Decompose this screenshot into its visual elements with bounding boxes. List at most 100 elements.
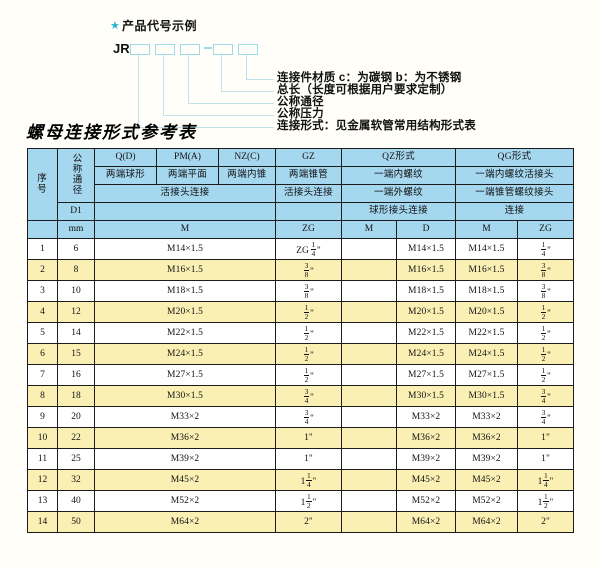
- cell-qg-zg: 1 1 2 ": [516, 490, 575, 512]
- product-code-heading: 产品代号示例: [122, 19, 198, 33]
- code-box-5: [238, 44, 258, 55]
- leader-line-1-horizontal: [246, 79, 274, 81]
- cell-index: 11: [27, 448, 58, 470]
- header-desc-qd: 两端球形: [94, 166, 157, 185]
- header-conn-gz: 活接头连接: [275, 184, 342, 203]
- header-group-pm: PM(A): [156, 148, 219, 167]
- cell-qz-d: M20×1.5: [396, 301, 456, 323]
- code-label-bore: 公称通径: [277, 96, 324, 108]
- cell-qz-m: [341, 511, 397, 533]
- header-group-qd: Q(D): [94, 148, 157, 167]
- cell-thread-m: M27×1.5: [94, 364, 276, 386]
- leader-line-3-horizontal: [188, 103, 274, 105]
- cell-qz-d: M33×2: [396, 406, 456, 428]
- table-row: 13 40 M52×2 1 1 2 " M52×2 M52×2 1 1 2 ": [27, 490, 575, 512]
- cell-gz: 1 2 ": [275, 322, 342, 344]
- cell-qz-d: M14×1.5: [396, 238, 456, 260]
- cell-qg-zg: 1 2 ": [516, 301, 575, 323]
- code-label-length: 总长（长度可根据用户要求定制）: [277, 84, 453, 96]
- code-box-4: [213, 44, 233, 55]
- cell-thread-m: M22×1.5: [94, 322, 276, 344]
- cell-index: 13: [27, 490, 58, 512]
- header-unit-d-qz: D: [396, 220, 456, 239]
- cell-thread-m: M20×1.5: [94, 301, 276, 323]
- cell-gz: ZG 1 4 ": [275, 238, 342, 260]
- cell-qg-zg: 3 8 ": [516, 259, 575, 281]
- cell-gz: 1 2 ": [275, 301, 342, 323]
- leader-line-5-vertical: [138, 53, 140, 128]
- leader-line-2-horizontal: [221, 91, 274, 93]
- table-row: 10 22 M36×2 1" M36×2 M36×2 1": [27, 427, 575, 449]
- cell-index: 10: [27, 427, 58, 449]
- cell-thread-m: M14×1.5: [94, 238, 276, 260]
- cell-qz-m: [341, 469, 397, 491]
- header-blank-gz: [275, 202, 342, 221]
- header-joint-qg: 连接: [454, 202, 575, 221]
- cell-qg-m: M45×2: [455, 469, 518, 491]
- leader-line-4-vertical: [163, 53, 165, 116]
- table-row: 5 14 M22×1.5 1 2 " M22×1.5 M22×1.5 1 2 ": [27, 322, 575, 344]
- cell-qg-zg: 3 4 ": [516, 385, 575, 407]
- cell-thread-m: M16×1.5: [94, 259, 276, 281]
- cell-index: 5: [27, 322, 58, 344]
- cell-qg-m: M18×1.5: [455, 280, 518, 302]
- cell-thread-m: M64×2: [94, 511, 276, 533]
- leader-line-5-horizontal: [138, 127, 274, 129]
- cell-qz-d: M64×2: [396, 511, 456, 533]
- cell-qz-m: [341, 322, 397, 344]
- cell-qg-m: M16×1.5: [455, 259, 518, 281]
- product-code-diagram: ★ 产品代号示例 JR 连接件材质 c：为碳钢 b：为不锈钢 总长（长度可根据用…: [0, 0, 600, 132]
- cell-bore: 12: [57, 301, 95, 323]
- cell-gz: 3 4 ": [275, 406, 342, 428]
- header-group-qg: QG形式: [454, 148, 575, 167]
- cell-bore: 16: [57, 364, 95, 386]
- cell-qg-m: M52×2: [455, 490, 518, 512]
- header-row-d1: D1 球形接头连接 连接: [28, 202, 575, 221]
- cell-qz-m: [341, 364, 397, 386]
- cell-qz-d: M24×1.5: [396, 343, 456, 365]
- cell-qg-zg: 1 4 ": [516, 238, 575, 260]
- cell-gz: 2": [275, 511, 342, 533]
- cell-bore: 20: [57, 406, 95, 428]
- cell-qg-zg: 1": [516, 427, 575, 449]
- header-joint-qz: 球形接头连接: [341, 202, 456, 221]
- header-unit-m-qg: M: [455, 220, 518, 239]
- cell-qg-zg: 1 1 4 ": [516, 469, 575, 491]
- cell-qg-zg: 3 8 ": [516, 280, 575, 302]
- cell-qg-m: M27×1.5: [455, 364, 518, 386]
- cell-qz-d: M52×2: [396, 490, 456, 512]
- cell-qz-d: M39×2: [396, 448, 456, 470]
- leader-line-1-vertical: [246, 53, 248, 80]
- cell-bore: 15: [57, 343, 95, 365]
- header-conn-qz: 一端外螺纹: [341, 184, 456, 203]
- header-conn-qg: 一端锥管螺纹接头: [454, 184, 575, 203]
- header-index: 序号: [27, 148, 58, 221]
- cell-index: 14: [27, 511, 58, 533]
- cell-qz-d: M30×1.5: [396, 385, 456, 407]
- cell-index: 9: [27, 406, 58, 428]
- cell-qz-m: [341, 490, 397, 512]
- cell-index: 7: [27, 364, 58, 386]
- leader-line-4-horizontal: [163, 115, 274, 117]
- table-row: 12 32 M45×2 1 1 4 " M45×2 M45×2 1 1 4 ": [27, 469, 575, 491]
- cell-thread-m: M45×2: [94, 469, 276, 491]
- header-group-qz: QZ形式: [341, 148, 456, 167]
- cell-bore: 14: [57, 322, 95, 344]
- table-row: 1 6 M14×1.5 ZG 1 4 " M14×1.5 M14×1.5 1 4 ": [27, 238, 575, 260]
- table-row: 3 10 M18×1.5 3 8 " M18×1.5 M18×1.5 3 8 ": [27, 280, 575, 302]
- cell-qz-d: M27×1.5: [396, 364, 456, 386]
- header-group-gz: GZ: [275, 148, 342, 167]
- cell-qz-d: M16×1.5: [396, 259, 456, 281]
- header-desc-gz: 两端锥管: [275, 166, 342, 185]
- cell-qg-m: M36×2: [455, 427, 518, 449]
- cell-thread-m: M39×2: [94, 448, 276, 470]
- cell-qg-zg: 1 2 ": [516, 322, 575, 344]
- cell-qg-m: M14×1.5: [455, 238, 518, 260]
- cell-bore: 6: [57, 238, 95, 260]
- cell-index: 1: [27, 238, 58, 260]
- leader-line-2-vertical: [221, 53, 223, 92]
- cell-gz: 1 1 2 ": [275, 490, 342, 512]
- cell-gz: 1 2 ": [275, 343, 342, 365]
- header-unit-zg-gz: ZG: [275, 220, 342, 239]
- table-row: 14 50 M64×2 2" M64×2 M64×2 2": [27, 511, 575, 533]
